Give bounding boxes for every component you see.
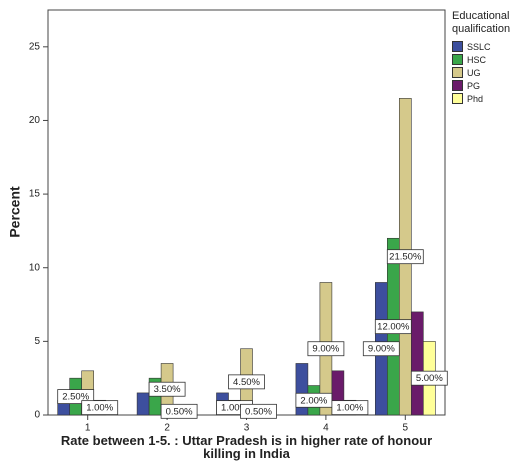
legend-swatch: [452, 93, 463, 104]
data-label-box: [374, 319, 412, 335]
y-tick-label: 20: [29, 115, 41, 126]
data-label: 4.50%: [233, 377, 260, 388]
y-tick-label: 15: [29, 189, 41, 200]
x-tick-label: 1: [85, 423, 91, 434]
data-label-box: [410, 370, 448, 386]
data-label: 2.50%: [62, 392, 89, 403]
legend-swatch: [452, 67, 463, 78]
x-tick-label: 4: [323, 423, 329, 434]
data-label: 12.00%: [377, 322, 410, 333]
data-label: 0.50%: [166, 406, 193, 417]
legend-label: UG: [467, 67, 481, 78]
x-tick-label: 3: [244, 423, 250, 434]
data-label-box: [386, 249, 424, 265]
legend-item: HSC: [452, 53, 518, 66]
y-tick-label: 0: [34, 410, 40, 421]
legend-label: HSC: [467, 54, 487, 65]
data-label: 9.00%: [312, 344, 339, 355]
data-label-box: [240, 403, 277, 419]
x-tick-label: 2: [164, 423, 170, 434]
data-label-box: [160, 403, 198, 419]
legend-item: UG: [452, 66, 518, 79]
y-tick-label: 10: [29, 262, 41, 273]
legend-item: Phd: [452, 92, 518, 105]
legend-item: PG: [452, 79, 518, 92]
data-label: 1.00%: [86, 403, 113, 414]
legend-label: Phd: [467, 93, 484, 104]
bar: [410, 311, 424, 416]
y-tick-label: 25: [29, 41, 41, 52]
data-label-box: [81, 400, 119, 416]
data-label-box: [148, 381, 186, 397]
data-label: 3.50%: [154, 384, 181, 395]
x-tick-label: 5: [403, 423, 409, 434]
legend-title: Educational qualification: [452, 10, 511, 35]
legend-item: SSLC: [452, 40, 518, 53]
legend: Educational qualification SSLC HSC UG PG Phd: [452, 10, 518, 105]
data-label-box: [331, 400, 369, 416]
bar: [136, 392, 150, 416]
y-axis-label: Percent: [7, 186, 23, 238]
data-label-box: [362, 341, 400, 357]
data-label-box: [57, 389, 95, 404]
legend-label: PG: [467, 80, 481, 91]
legend-swatch: [452, 80, 463, 91]
data-label: 9.00%: [368, 344, 395, 355]
data-label: 1.00%: [221, 403, 248, 414]
x-axis-label: Rate between 1-5. : Uttar Pradesh is in …: [60, 433, 433, 461]
data-label: 0.50%: [245, 406, 272, 417]
legend-swatch: [452, 41, 463, 52]
data-label: 2.00%: [300, 395, 327, 406]
data-label-box: [307, 341, 345, 357]
data-label-box: [228, 374, 265, 390]
data-label: 21.50%: [389, 252, 422, 263]
data-label: 1.00%: [336, 403, 363, 414]
y-tick-label: 5: [34, 336, 40, 347]
data-label: 5.00%: [416, 373, 443, 384]
legend-label: SSLC: [467, 41, 491, 52]
legend-swatch: [452, 54, 463, 65]
